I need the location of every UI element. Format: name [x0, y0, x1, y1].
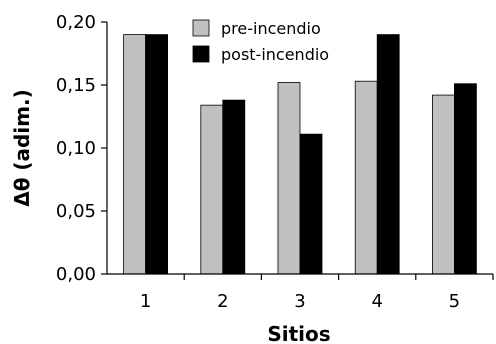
bar-post-incendio-1	[145, 34, 169, 275]
y-tick-label: 0,00	[56, 264, 96, 285]
y-tick-label: 0,10	[56, 138, 96, 159]
bar-post-incendio-4	[376, 34, 400, 275]
x-tick-label: 2	[217, 291, 228, 312]
legend-label-post-incendio: post-incendio	[221, 45, 329, 64]
y-tick-label: 0,20	[56, 12, 96, 33]
bars-layer	[123, 34, 477, 275]
bar-post-incendio-2	[222, 99, 246, 275]
bar-post-incendio-3	[299, 133, 323, 275]
legend-label-pre-incendio: pre-incendio	[221, 19, 321, 38]
x-tick-label: 1	[140, 291, 151, 312]
y-tick-label: 0,15	[56, 75, 96, 96]
x-tick-label: 5	[449, 291, 460, 312]
legend-swatch-pre-incendio	[192, 19, 210, 37]
legend-swatch-post-incendio	[192, 45, 210, 63]
bar-pre-incendio-2	[200, 104, 224, 275]
bar-pre-incendio-5	[431, 94, 455, 275]
ticks-layer: 0,00 0,05 0,10 0,15 0,20 1 2 3 4 5	[56, 12, 494, 312]
y-tick-label: 0,05	[56, 201, 96, 222]
x-tick-label: 3	[294, 291, 305, 312]
x-tick-label: 4	[371, 291, 382, 312]
legend: pre-incendio post-incendio	[192, 19, 329, 64]
x-axis-title: Sitios	[267, 322, 330, 344]
y-axis-title: Δθ (adim.)	[10, 89, 34, 207]
bar-pre-incendio-4	[354, 80, 378, 275]
bar-pre-incendio-1	[123, 34, 146, 275]
bar-post-incendio-5	[453, 83, 477, 275]
bar-pre-incendio-3	[277, 82, 301, 275]
